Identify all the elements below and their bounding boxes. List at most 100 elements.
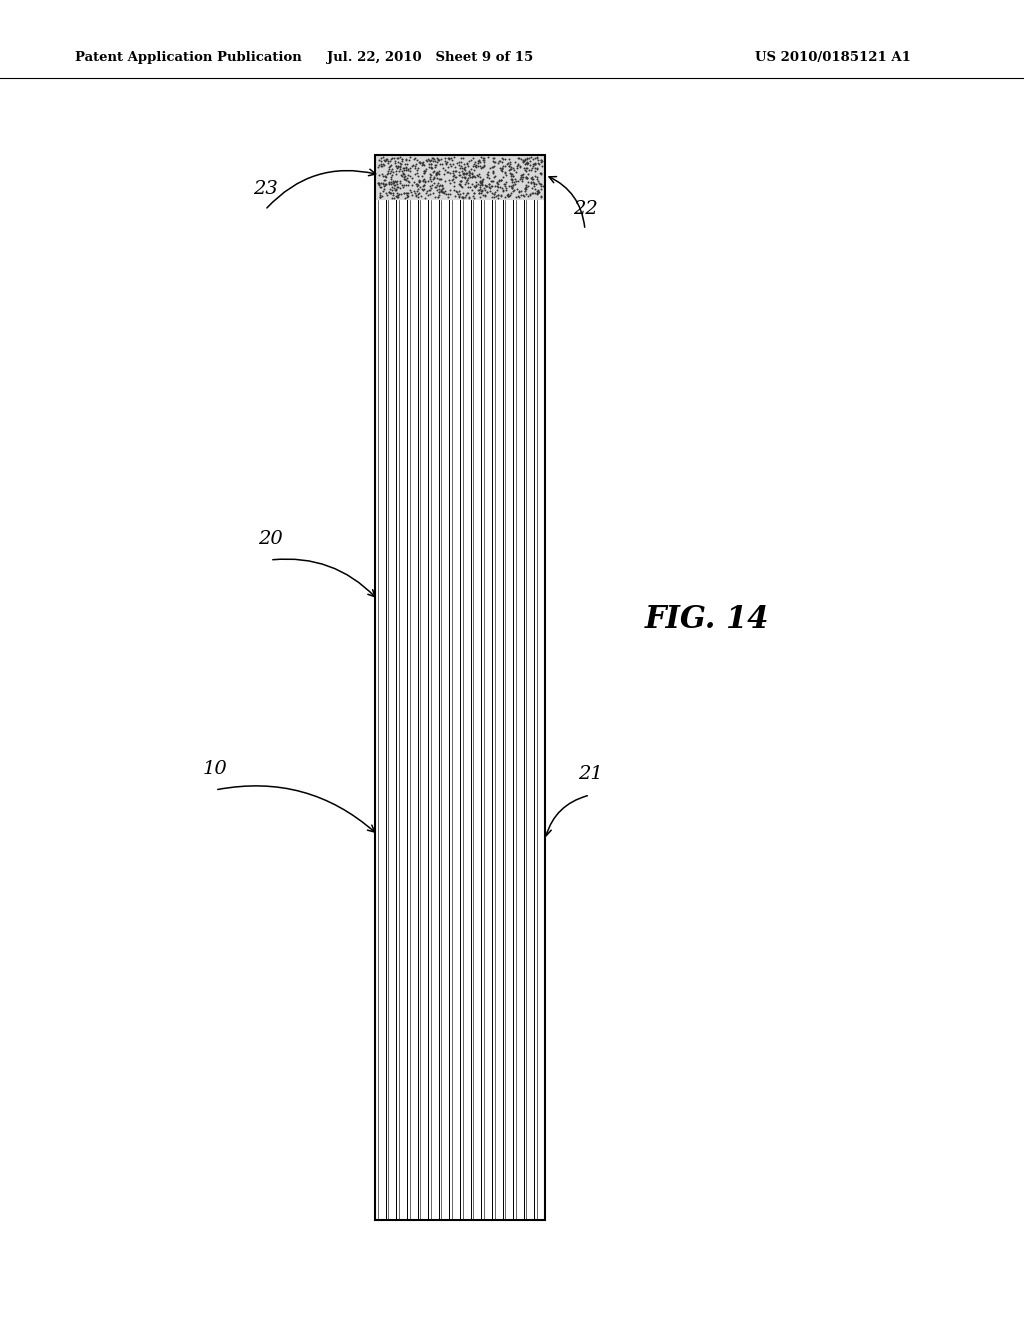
- Point: [474, 185, 490, 206]
- Point: [473, 172, 489, 193]
- Point: [472, 170, 488, 191]
- Point: [416, 178, 432, 199]
- Point: [487, 165, 504, 186]
- Point: [390, 152, 407, 173]
- Point: [526, 182, 543, 203]
- Point: [431, 185, 447, 206]
- Point: [371, 176, 387, 197]
- Point: [409, 153, 425, 174]
- Point: [494, 152, 510, 173]
- Point: [459, 169, 475, 190]
- Point: [493, 170, 509, 191]
- Point: [402, 161, 419, 182]
- Point: [495, 180, 511, 201]
- Point: [409, 149, 425, 170]
- Point: [500, 185, 516, 206]
- Point: [419, 150, 435, 172]
- Point: [418, 158, 434, 180]
- Point: [403, 168, 420, 189]
- Point: [510, 148, 526, 169]
- Point: [430, 161, 446, 182]
- Point: [399, 185, 416, 206]
- Point: [504, 164, 520, 185]
- Point: [433, 174, 450, 195]
- Point: [411, 182, 427, 203]
- Point: [470, 180, 486, 201]
- Point: [416, 162, 432, 183]
- Point: [457, 157, 473, 178]
- Point: [480, 173, 497, 194]
- Point: [387, 180, 403, 201]
- Point: [400, 172, 417, 193]
- Point: [443, 149, 460, 170]
- Point: [451, 152, 467, 173]
- Point: [532, 152, 549, 173]
- Point: [488, 176, 505, 197]
- Point: [525, 172, 542, 193]
- Point: [392, 158, 409, 180]
- Point: [444, 169, 461, 190]
- Point: [496, 148, 512, 169]
- Point: [505, 174, 521, 195]
- Point: [440, 186, 457, 207]
- Point: [422, 150, 438, 172]
- Point: [512, 166, 528, 187]
- Point: [457, 166, 473, 187]
- Point: [404, 154, 421, 176]
- Point: [474, 157, 490, 178]
- Point: [526, 160, 543, 181]
- Point: [483, 182, 500, 203]
- Point: [447, 181, 464, 202]
- Point: [409, 176, 425, 197]
- Point: [502, 154, 518, 176]
- Point: [467, 157, 483, 178]
- Point: [512, 157, 528, 178]
- Point: [473, 180, 489, 201]
- Point: [394, 165, 411, 186]
- Point: [478, 166, 495, 187]
- Point: [420, 149, 436, 170]
- Point: [434, 176, 451, 197]
- Point: [444, 160, 461, 181]
- Point: [459, 153, 475, 174]
- Point: [532, 164, 549, 185]
- Point: [377, 150, 393, 172]
- Point: [428, 148, 444, 169]
- Point: [471, 156, 487, 177]
- Point: [502, 150, 518, 172]
- Point: [500, 183, 516, 205]
- Point: [519, 164, 536, 185]
- Point: [392, 153, 409, 174]
- Point: [395, 182, 412, 203]
- Point: [514, 170, 530, 191]
- Point: [469, 150, 485, 172]
- Point: [404, 154, 421, 176]
- Point: [473, 173, 489, 194]
- Point: [503, 164, 519, 185]
- Point: [407, 157, 423, 178]
- Point: [412, 153, 428, 174]
- Point: [375, 173, 391, 194]
- Point: [518, 168, 535, 189]
- Point: [460, 177, 476, 198]
- Point: [472, 174, 488, 195]
- Point: [460, 156, 476, 177]
- Point: [415, 152, 431, 173]
- Point: [388, 170, 404, 191]
- Point: [440, 156, 457, 177]
- Point: [380, 152, 396, 173]
- Point: [386, 148, 402, 169]
- Point: [391, 170, 408, 191]
- Point: [489, 180, 506, 201]
- Point: [523, 160, 540, 181]
- Point: [440, 149, 457, 170]
- Point: [397, 182, 414, 203]
- Point: [526, 148, 543, 169]
- Point: [373, 153, 389, 174]
- Point: [522, 154, 539, 176]
- Point: [440, 148, 457, 169]
- Point: [430, 148, 446, 169]
- Point: [503, 165, 519, 186]
- Point: [506, 180, 522, 201]
- Text: 21: 21: [578, 766, 602, 783]
